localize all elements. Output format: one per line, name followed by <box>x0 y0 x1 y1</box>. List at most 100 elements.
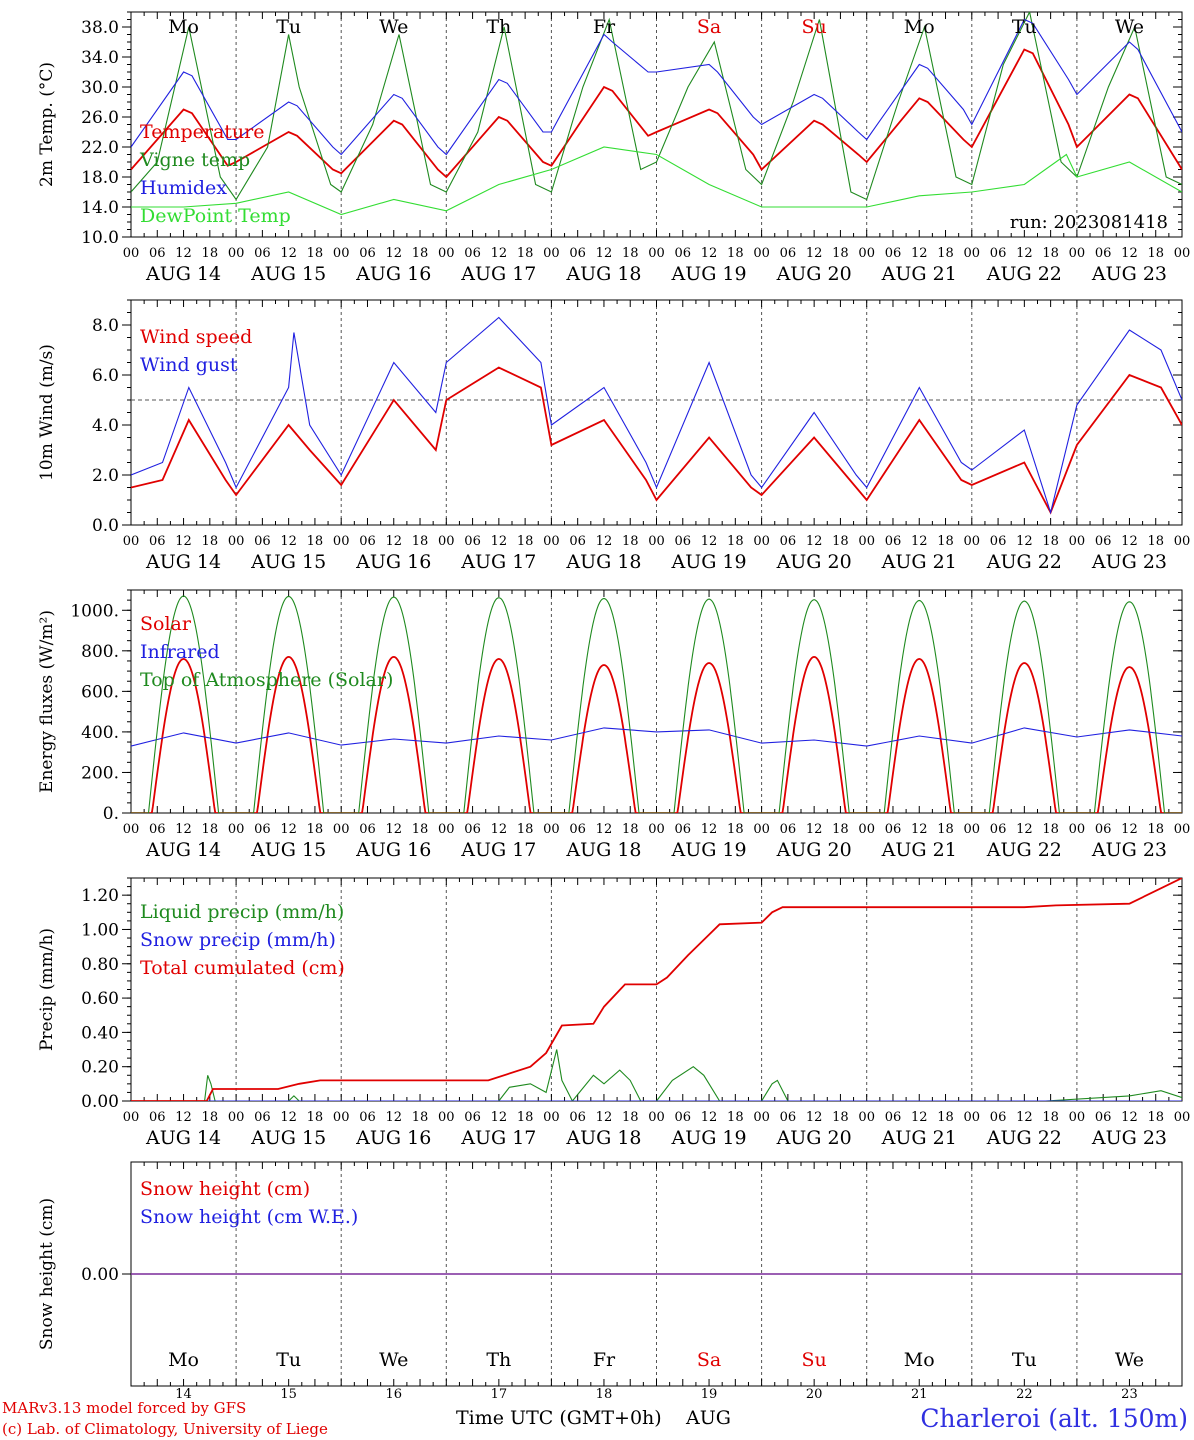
y-tick-label: 0.0 <box>92 516 119 536</box>
date-label: AUG 20 <box>776 1127 852 1149</box>
hour-label: 12 <box>1121 534 1138 549</box>
y-tick-label: 1000. <box>70 601 119 621</box>
hour-label: 06 <box>464 246 481 261</box>
hour-label: 12 <box>175 822 192 837</box>
day-number: 15 <box>280 1387 297 1402</box>
y-tick-label: 10.0 <box>81 228 119 248</box>
y-tick-label: 200. <box>81 763 119 783</box>
date-label: AUG 17 <box>460 551 536 573</box>
hour-label: 00 <box>228 246 245 261</box>
hour-label: 06 <box>254 1110 271 1125</box>
hour-label: 18 <box>622 246 639 261</box>
hour-label: 06 <box>569 1110 586 1125</box>
hour-label: 00 <box>858 822 875 837</box>
plot-frame <box>130 299 1183 526</box>
day-number: 17 <box>491 1387 508 1402</box>
hour-label: 06 <box>675 534 692 549</box>
hour-label: 18 <box>1042 534 1059 549</box>
hour-label: 06 <box>464 822 481 837</box>
date-label: AUG 18 <box>565 839 641 861</box>
time-axis-label: Time UTC (GMT+0h) <box>456 1407 662 1429</box>
hour-label: 12 <box>701 822 718 837</box>
legend: Liquid precip (mm/h) Snow precip (mm/h) To… <box>140 901 345 979</box>
y-tick-label: 26.0 <box>81 108 119 128</box>
hour-label: 18 <box>1147 534 1164 549</box>
hour-label: 18 <box>937 246 954 261</box>
series-line <box>131 146 1182 216</box>
hour-label: 12 <box>1121 1110 1138 1125</box>
hour-label: 00 <box>333 246 350 261</box>
y-tick-label: 14.0 <box>81 198 119 218</box>
day-number: 22 <box>1016 1387 1033 1402</box>
hour-label: 18 <box>1042 822 1059 837</box>
legend-entry: Temperature <box>140 121 264 143</box>
hour-label: 18 <box>727 822 744 837</box>
hour-label: 00 <box>964 534 981 549</box>
hour-label: 06 <box>675 822 692 837</box>
hour-label: 06 <box>885 246 902 261</box>
legend-entry: Total cumulated (cm) <box>140 957 345 979</box>
hour-label: 06 <box>1095 822 1112 837</box>
series-line <box>131 48 1182 179</box>
hour-label: 00 <box>1174 534 1191 549</box>
hour-label: 00 <box>858 534 875 549</box>
hour-label: 00 <box>543 534 560 549</box>
date-label: AUG 19 <box>670 263 746 285</box>
hour-label: 00 <box>648 534 665 549</box>
y-axis-label: Precip (mm/h) <box>37 928 57 1051</box>
y-tick-label: 2.0 <box>92 466 119 486</box>
day-name: Mo <box>168 16 199 38</box>
y-tick-label: 34.0 <box>81 48 119 68</box>
hour-label: 06 <box>675 1110 692 1125</box>
hour-label: 06 <box>990 822 1007 837</box>
hour-label: 12 <box>701 1110 718 1125</box>
hour-label: 00 <box>753 1110 770 1125</box>
hour-label: 00 <box>123 1110 140 1125</box>
hour-label: 06 <box>359 1110 376 1125</box>
date-label: AUG 16 <box>355 1127 431 1149</box>
hour-label: 00 <box>858 1110 875 1125</box>
hour-label: 18 <box>622 1110 639 1125</box>
hour-label: 18 <box>307 534 324 549</box>
series-group <box>131 878 1182 1101</box>
hour-label: 12 <box>596 534 613 549</box>
legend-entry: Snow height (cm) <box>140 1178 310 1200</box>
hour-label: 18 <box>727 246 744 261</box>
day-name: Fr <box>593 1349 616 1371</box>
hour-label: 18 <box>307 1110 324 1125</box>
legend-entry: Solar <box>140 613 192 635</box>
hour-label: 12 <box>911 822 928 837</box>
y-tick-label: 38.0 <box>81 18 119 38</box>
hour-label: 00 <box>858 246 875 261</box>
hour-label: 06 <box>1095 1110 1112 1125</box>
hour-label: 06 <box>569 822 586 837</box>
date-label: AUG 21 <box>881 263 957 285</box>
hour-label: 06 <box>149 534 166 549</box>
hour-label: 12 <box>596 246 613 261</box>
hour-label: 06 <box>569 246 586 261</box>
y-tick-label: 18.0 <box>81 168 119 188</box>
energy-flux-panel: 0. 200. 400. 600. 800. 1000. Energy fluxes (W/… <box>37 589 1191 861</box>
series-line <box>131 12 1182 201</box>
day-name: We <box>1115 16 1144 38</box>
y-tick-label: 400. <box>81 723 119 743</box>
plot-frame <box>130 589 1183 814</box>
day-number: 18 <box>596 1387 613 1402</box>
y-tick-label: 0.40 <box>81 1023 119 1043</box>
date-label: AUG 18 <box>565 551 641 573</box>
day-name: Mo <box>168 1349 199 1371</box>
hour-label: 00 <box>1069 246 1086 261</box>
date-label: AUG 23 <box>1091 263 1167 285</box>
legend: Wind speed Wind gust <box>140 326 252 376</box>
hour-label: 12 <box>596 1110 613 1125</box>
hour-label: 00 <box>1174 822 1191 837</box>
hour-label: 00 <box>964 1110 981 1125</box>
hour-label: 12 <box>385 534 402 549</box>
y-tick-label: 6.0 <box>92 366 119 386</box>
hour-label: 18 <box>727 534 744 549</box>
hour-label: 00 <box>648 1110 665 1125</box>
day-number: 14 <box>175 1387 192 1402</box>
precip-panel: 0.00 0.20 0.40 0.60 0.80 1.00 1.20 Precip (mm/h… <box>37 877 1190 1149</box>
hour-label: 06 <box>359 246 376 261</box>
